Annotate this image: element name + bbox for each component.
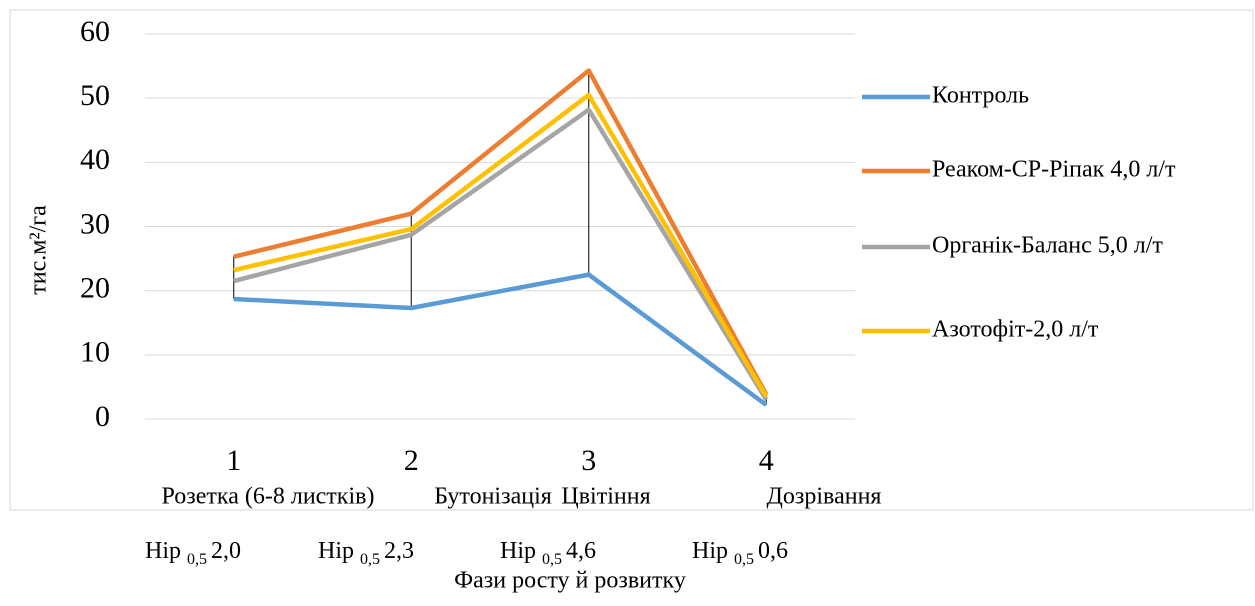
y-tick-label: 50	[80, 79, 110, 112]
y-tick-label: 20	[80, 272, 110, 305]
x-tick-label: 4	[759, 444, 774, 477]
lsd-value: 4,6	[566, 538, 596, 564]
series-line	[233, 107, 769, 401]
x-axis-title: Фази росту й розвитку	[454, 568, 686, 594]
phase-label: Цвітіння	[561, 484, 650, 510]
x-tick-label: 2	[404, 444, 419, 477]
lsd-label: Нір 0,5 2,3	[318, 538, 414, 568]
lsd-value: 2,3	[384, 538, 414, 564]
y-tick-label: 0	[95, 400, 110, 433]
y-axis-title: тис.м²/га	[26, 205, 52, 295]
y-tick-label: 60	[80, 15, 110, 48]
lsd-label: Нір 0,5 4,6	[500, 538, 596, 568]
lsd-sub: 0,5	[542, 551, 562, 568]
lsd-label: Нір 0,5 2,0	[145, 538, 241, 568]
phase-label: Дозрівання	[767, 484, 882, 510]
lsd-text: Нір	[500, 538, 536, 564]
y-tick-label: 30	[80, 207, 110, 240]
lsd-text: Нір	[145, 538, 181, 564]
x-tick-label: 3	[581, 444, 596, 477]
y-tick-label: 40	[80, 143, 110, 176]
lsd-label: Нір 0,5 0,6	[692, 538, 788, 568]
x-tick-label: 1	[226, 444, 241, 477]
legend-label: Реаком-СР-Ріпак 4,0 л/т	[932, 157, 1176, 183]
phase-label: Розетка (6-8 листків)	[162, 484, 375, 510]
legend-label: Органік-Баланс 5,0 л/т	[932, 233, 1163, 259]
chart-frame	[9, 9, 1254, 511]
series-line	[233, 272, 768, 407]
phase-label: Бутонізація	[434, 484, 552, 510]
lsd-text: Нір	[318, 538, 354, 564]
series-line	[233, 68, 769, 396]
y-tick-label: 10	[80, 336, 110, 369]
series-line	[233, 92, 769, 398]
lsd-sub: 0,5	[360, 551, 380, 568]
legend-label: Азотофіт-2,0 л/т	[932, 317, 1099, 343]
lsd-sub: 0,5	[187, 551, 207, 568]
lsd-text: Нір	[692, 538, 728, 564]
lsd-sub: 0,5	[734, 551, 754, 568]
lsd-value: 0,6	[758, 538, 788, 564]
lsd-value: 2,0	[211, 538, 241, 564]
legend-label: Контроль	[932, 83, 1029, 109]
